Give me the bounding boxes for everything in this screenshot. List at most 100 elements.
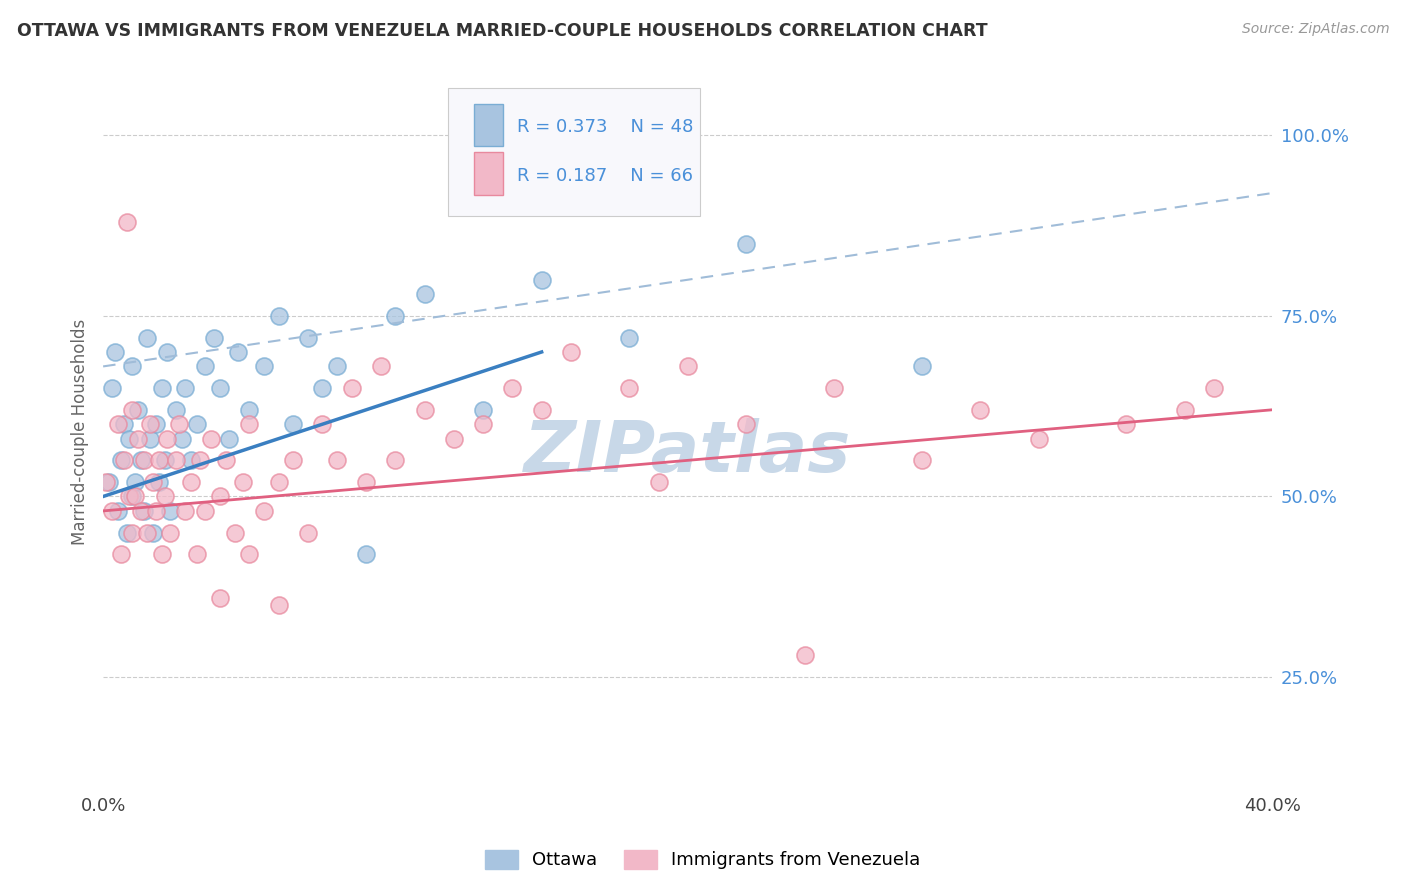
Point: [202, 330, 225, 344]
Point: [413, 287, 436, 301]
Point: [267, 309, 290, 323]
Point: [186, 417, 208, 432]
Point: [174, 504, 197, 518]
Point: [472, 402, 495, 417]
Text: ZIPatlas: ZIPatlas: [524, 418, 852, 487]
Point: [180, 475, 202, 489]
Point: [132, 453, 155, 467]
Point: [104, 345, 127, 359]
Point: [136, 525, 159, 540]
Point: [530, 402, 553, 417]
Point: [297, 330, 319, 344]
Point: [218, 432, 240, 446]
Point: [281, 417, 304, 432]
Point: [384, 453, 406, 467]
Point: [148, 475, 170, 489]
Point: [1115, 417, 1137, 432]
Point: [200, 432, 222, 446]
Point: [118, 490, 141, 504]
Point: [215, 453, 238, 467]
Point: [238, 417, 260, 432]
Point: [186, 547, 208, 561]
Point: [165, 453, 187, 467]
Point: [150, 381, 173, 395]
Point: [224, 525, 246, 540]
Point: [501, 381, 523, 395]
Point: [370, 359, 392, 374]
Point: [124, 475, 146, 489]
Point: [194, 359, 217, 374]
Point: [969, 402, 991, 417]
Point: [911, 359, 934, 374]
Point: [384, 309, 406, 323]
Point: [735, 236, 758, 251]
Legend: Ottawa, Immigrants from Venezuela: Ottawa, Immigrants from Venezuela: [477, 841, 929, 879]
Point: [560, 345, 582, 359]
Point: [121, 525, 143, 540]
Point: [129, 453, 152, 467]
Point: [118, 432, 141, 446]
FancyBboxPatch shape: [474, 153, 503, 194]
Point: [107, 504, 129, 518]
Point: [253, 504, 276, 518]
Point: [1028, 432, 1050, 446]
Point: [142, 525, 165, 540]
FancyBboxPatch shape: [474, 103, 503, 146]
Point: [165, 402, 187, 417]
Point: [209, 381, 232, 395]
Point: [253, 359, 276, 374]
Point: [145, 504, 167, 518]
Point: [107, 417, 129, 432]
Point: [112, 417, 135, 432]
Point: [311, 381, 333, 395]
Point: [311, 417, 333, 432]
Point: [145, 417, 167, 432]
Point: [127, 402, 149, 417]
Point: [188, 453, 211, 467]
Text: R = 0.187    N = 66: R = 0.187 N = 66: [517, 167, 693, 185]
Point: [159, 504, 181, 518]
Point: [647, 475, 669, 489]
Point: [112, 453, 135, 467]
Point: [156, 345, 179, 359]
Point: [823, 381, 845, 395]
Point: [115, 215, 138, 229]
Point: [132, 504, 155, 518]
Point: [911, 453, 934, 467]
Point: [156, 432, 179, 446]
Point: [209, 591, 232, 605]
Point: [472, 417, 495, 432]
Point: [194, 504, 217, 518]
Point: [209, 490, 232, 504]
Point: [110, 453, 132, 467]
Point: [530, 273, 553, 287]
Text: OTTAWA VS IMMIGRANTS FROM VENEZUELA MARRIED-COUPLE HOUSEHOLDS CORRELATION CHART: OTTAWA VS IMMIGRANTS FROM VENEZUELA MARR…: [17, 22, 987, 40]
Point: [1174, 402, 1197, 417]
Point: [127, 432, 149, 446]
Point: [115, 525, 138, 540]
Point: [735, 417, 758, 432]
Point: [142, 475, 165, 489]
Point: [139, 432, 162, 446]
Point: [619, 381, 641, 395]
Point: [238, 402, 260, 417]
Point: [121, 490, 143, 504]
Point: [413, 402, 436, 417]
Point: [340, 381, 363, 395]
Point: [124, 490, 146, 504]
Point: [238, 547, 260, 561]
Point: [226, 345, 249, 359]
Point: [232, 475, 254, 489]
Point: [297, 525, 319, 540]
Point: [267, 598, 290, 612]
Point: [793, 648, 815, 663]
Y-axis label: Married-couple Households: Married-couple Households: [72, 318, 89, 545]
Point: [676, 359, 699, 374]
Point: [153, 453, 176, 467]
Point: [121, 402, 143, 417]
Point: [94, 475, 117, 489]
Point: [167, 417, 190, 432]
Point: [443, 432, 465, 446]
Point: [354, 475, 377, 489]
Point: [354, 547, 377, 561]
